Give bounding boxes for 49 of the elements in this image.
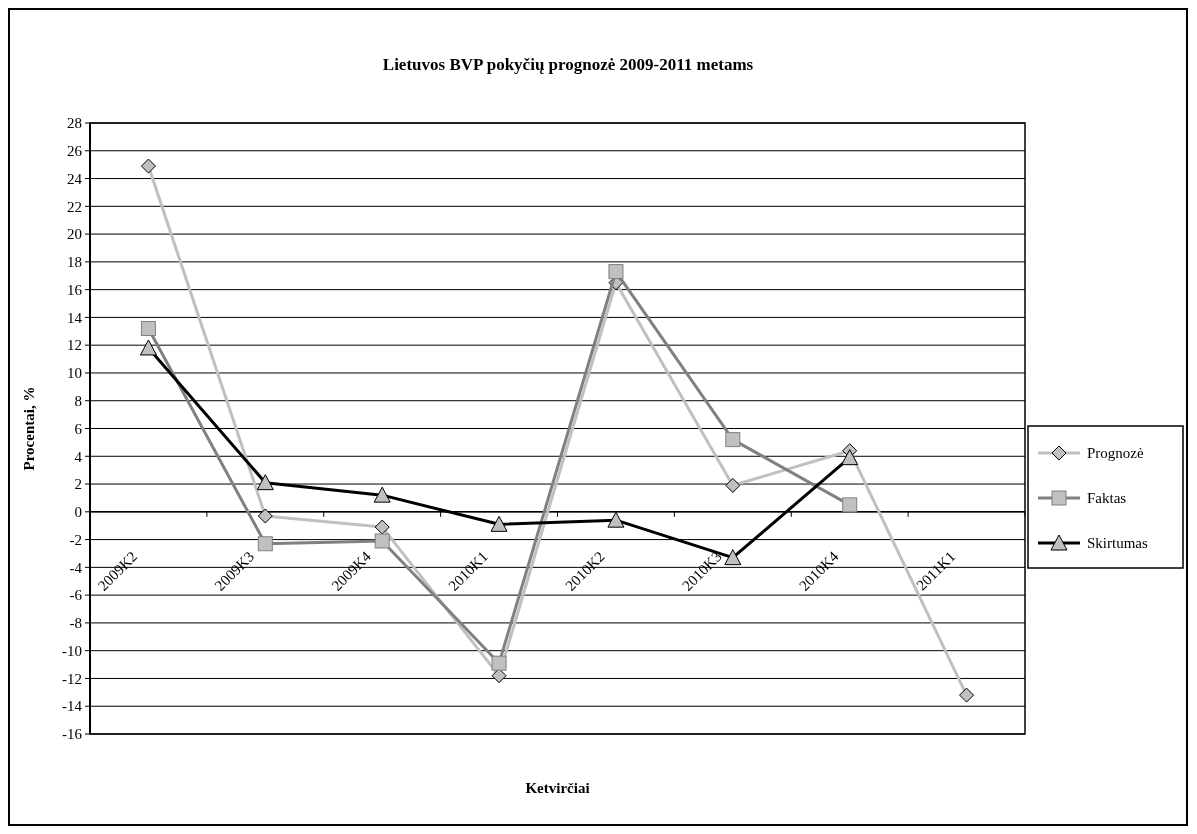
y-tick-label: 6: [74, 420, 83, 437]
chart-title: Lietuvos BVP pokyčių prognozė 2009-2011 metams: [382, 55, 754, 74]
y-tick-label: -12: [62, 670, 82, 687]
point: [491, 668, 507, 684]
point: [140, 158, 156, 174]
point: [256, 474, 274, 491]
point: [841, 449, 859, 466]
y-tick-label: 28: [67, 115, 82, 132]
point: [491, 655, 507, 671]
y-tick-label: 26: [67, 143, 83, 160]
point: [725, 432, 741, 448]
point: [140, 321, 156, 337]
x-axis-title: Ketvirčiai: [525, 780, 590, 796]
y-tick-label: 4: [74, 448, 83, 465]
point: [608, 264, 624, 280]
y-tick-label: -6: [69, 587, 83, 604]
point: [139, 339, 157, 356]
y-tick-label: -4: [69, 559, 83, 576]
y-tick-label: -8: [69, 615, 82, 632]
point: [373, 486, 391, 503]
point: [607, 511, 625, 528]
y-tick-label: 18: [67, 254, 82, 271]
y-tick-label: 20: [67, 226, 82, 243]
y-tick-label: 24: [67, 170, 83, 187]
point: [257, 508, 273, 524]
y-tick-label: 0: [74, 504, 82, 521]
y-tick-label: -16: [62, 726, 83, 743]
y-tick-label: -10: [62, 642, 82, 659]
y-tick-label: -2: [69, 531, 82, 548]
y-tick-label: 16: [67, 281, 83, 298]
y-tick-label: 22: [67, 198, 82, 215]
y-tick-label: 12: [67, 337, 82, 354]
legend-label: Faktas: [1087, 490, 1127, 507]
y-tick-label: 2: [74, 476, 82, 493]
y-tick-label: 14: [67, 309, 83, 326]
point: [374, 533, 390, 549]
point: [257, 536, 273, 552]
y-tick-label: 8: [74, 392, 82, 409]
y-tick-label: 10: [67, 365, 82, 382]
point: [490, 515, 508, 532]
y-axis-title: Procentai, %: [21, 386, 37, 471]
point: [959, 687, 975, 703]
point: [725, 477, 741, 493]
point: [374, 519, 390, 535]
point: [842, 497, 858, 513]
y-tick-label: -14: [62, 698, 83, 715]
legend-label: Skirtumas: [1087, 535, 1148, 552]
point: [724, 549, 742, 566]
legend-label: Prognozė: [1087, 445, 1144, 462]
